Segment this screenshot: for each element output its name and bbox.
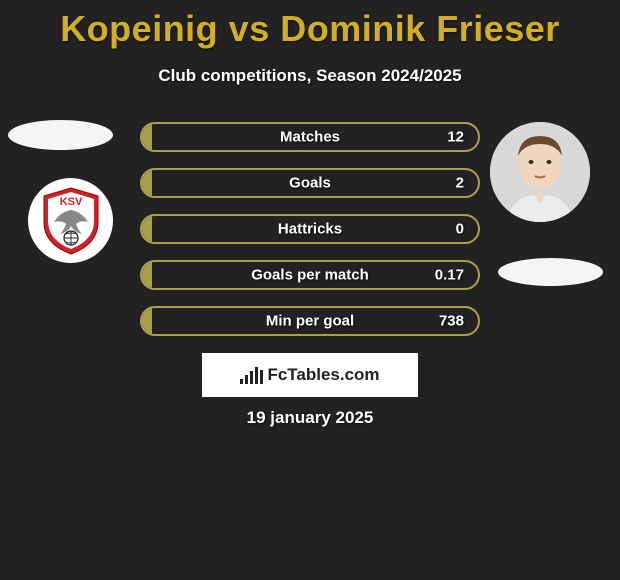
bar [260,370,263,384]
page-title: Kopeinig vs Dominik Frieser [0,0,620,50]
stat-label: Goals [289,175,331,192]
player-left-ellipse [8,120,113,150]
bar [245,375,248,384]
stat-label: Min per goal [266,313,354,330]
stat-fill [142,262,152,288]
stat-value-right: 0 [456,221,464,238]
stat-value-right: 2 [456,175,464,192]
player-right-ellipse [498,258,603,286]
stat-fill [142,170,152,196]
stat-fill [142,216,152,242]
brand-box: FcTables.com [202,353,418,397]
stat-value-right: 12 [447,129,464,146]
stat-label: Hattricks [278,221,342,238]
stats-container: Matches 12 Goals 2 Hattricks 0 Goals per… [140,122,480,352]
stat-value-right: 0.17 [435,267,464,284]
subtitle: Club competitions, Season 2024/2025 [0,66,620,86]
stat-fill [142,308,152,334]
player-left-club-badge: KSV [28,178,113,263]
brand-text: FcTables.com [267,365,379,385]
stat-label: Matches [280,129,340,146]
bar [255,367,258,384]
stat-bar-min-per-goal: Min per goal 738 [140,306,480,336]
bar [250,371,253,384]
stat-value-right: 738 [439,313,464,330]
stat-label: Goals per match [251,267,369,284]
svg-text:KSV: KSV [59,196,82,208]
brand-bars-icon [240,366,263,384]
ksv-shield-icon: KSV [40,186,102,256]
player-right-photo [490,122,590,222]
date-line: 19 january 2025 [0,408,620,428]
bar [240,379,243,384]
stat-bar-hattricks: Hattricks 0 [140,214,480,244]
stat-bar-goals-per-match: Goals per match 0.17 [140,260,480,290]
stat-fill [142,124,152,150]
stat-bar-goals: Goals 2 [140,168,480,198]
stat-bar-matches: Matches 12 [140,122,480,152]
